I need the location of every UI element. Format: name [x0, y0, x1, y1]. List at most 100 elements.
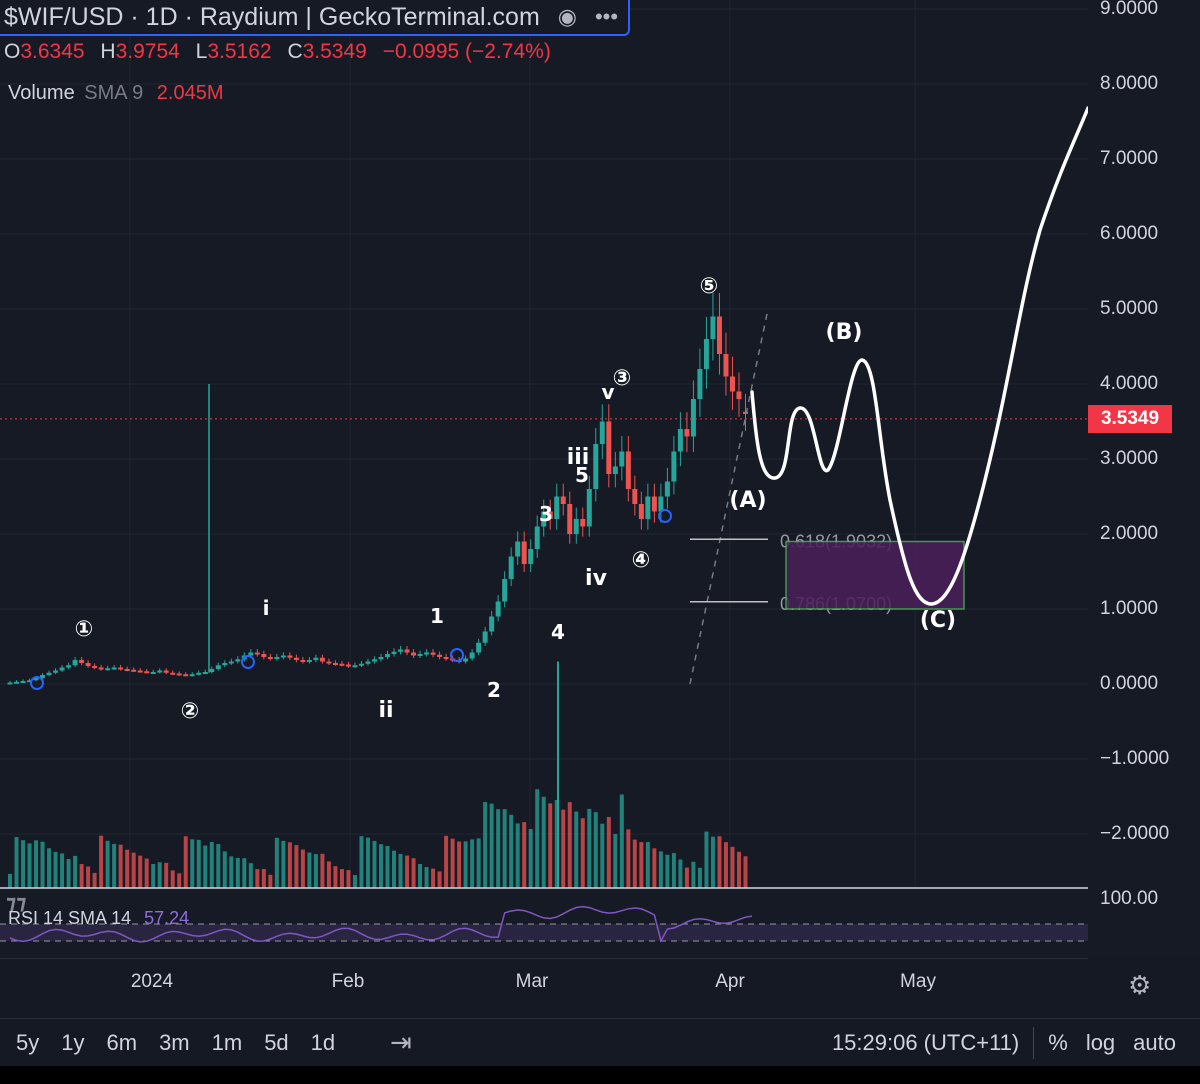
volume-bar	[600, 823, 605, 888]
candle-body	[254, 652, 260, 655]
candle-body	[437, 654, 443, 657]
candle-body	[612, 466, 618, 474]
range-button-5y[interactable]: 5y	[16, 1030, 40, 1055]
volume-bar	[248, 863, 253, 888]
candle-body	[215, 665, 221, 669]
volume-legend[interactable]: Volume SMA 9 2.045M	[8, 82, 223, 105]
candle-body	[53, 670, 59, 673]
candle-body	[137, 670, 143, 673]
candle-body	[554, 496, 560, 519]
wave-label: i	[263, 596, 270, 620]
price-tick-label: 0.0000	[1100, 673, 1159, 694]
volume-bar	[66, 859, 71, 888]
volume-bar	[619, 794, 624, 888]
gear-icon[interactable]: ⚙	[1128, 970, 1152, 1000]
rsi-band	[0, 924, 1088, 941]
volume-bar	[704, 831, 709, 888]
percent-button[interactable]: %	[1048, 1030, 1068, 1055]
candle-body	[560, 496, 566, 504]
price-axis[interactable]: 9.0000 8.0000 7.0000 6.0000 5.0000 4.0000 3.00…	[1088, 0, 1200, 958]
volume-bar	[489, 803, 494, 888]
time-tick-label: May	[900, 971, 936, 992]
candle-body	[176, 673, 182, 676]
rsi-legend[interactable]: RSI 14 SMA 14 57.24	[8, 908, 189, 929]
pivot-marker	[450, 648, 464, 662]
candle-body	[189, 674, 195, 677]
clock-label[interactable]: 15:29:06 (UTC+11)	[831, 1030, 1020, 1055]
rsi-label: RSI	[8, 908, 39, 928]
price-tick-label: 2.0000	[1100, 523, 1159, 544]
candle-body	[196, 672, 202, 675]
target-zone-box	[785, 540, 965, 610]
volume-bar	[574, 811, 579, 888]
range-button-3m[interactable]: 3m	[159, 1030, 190, 1055]
pivot-marker	[241, 655, 255, 669]
candle-body	[697, 369, 703, 399]
volume-bar	[170, 870, 175, 888]
volume-bar	[346, 870, 351, 888]
range-button-1y[interactable]: 1y	[61, 1030, 85, 1055]
volume-bar	[307, 852, 312, 888]
volume-bar	[626, 829, 631, 888]
candle-body	[677, 429, 683, 452]
candle-body	[443, 657, 449, 659]
volume-bar	[567, 802, 572, 888]
volume-bar	[632, 839, 637, 888]
candle-body	[508, 556, 514, 579]
candle-body	[170, 672, 176, 675]
low-label: L	[195, 40, 208, 63]
candle-body	[391, 651, 397, 654]
candle-body	[723, 354, 729, 377]
candle-body	[79, 660, 85, 663]
volume-bar	[431, 868, 436, 888]
volume-bar	[691, 861, 696, 888]
volume-bar	[522, 822, 527, 888]
rsi-sma-label: 14 SMA 14	[43, 908, 132, 928]
candle-body	[658, 496, 664, 512]
candle-body	[339, 663, 345, 666]
volume-bar	[515, 823, 520, 888]
volume-bar	[697, 867, 702, 888]
log-button[interactable]: log	[1085, 1030, 1116, 1055]
volume-bar	[300, 849, 305, 888]
volume-bar	[723, 842, 728, 888]
candle-body	[411, 652, 417, 656]
volume-bar	[411, 858, 416, 888]
more-icon[interactable]: •••	[594, 4, 619, 29]
range-button-1m[interactable]: 1m	[211, 1030, 243, 1055]
auto-button[interactable]: auto	[1133, 1030, 1176, 1055]
candle-body	[664, 481, 670, 497]
change-value: −0.0995 (−2.74%)	[382, 40, 551, 63]
go-to-date-icon[interactable]: ⇥	[390, 1027, 412, 1057]
volume-bar	[548, 803, 553, 888]
candle-body	[105, 668, 111, 671]
rsi-axis-tick: 100.00	[1100, 888, 1159, 909]
chart-title: $WIF/USD · 1D · Raydium | GeckoTerminal.…	[4, 2, 540, 31]
volume-bar	[496, 809, 501, 888]
eye-icon[interactable]: ◉	[557, 4, 577, 29]
candle-body	[98, 667, 104, 670]
volume-bar	[606, 816, 611, 888]
range-buttons: 5y 1y 6m 3m 1m 5d 1d	[0, 1030, 341, 1056]
volume-bar	[255, 869, 260, 888]
range-button-1d[interactable]: 1d	[310, 1030, 336, 1055]
range-button-6m[interactable]: 6m	[106, 1030, 138, 1055]
volume-bar	[99, 835, 104, 888]
candle-body	[638, 504, 644, 519]
volume-bar	[92, 872, 97, 888]
chart-header[interactable]: $WIF/USD · 1D · Raydium | GeckoTerminal.…	[0, 0, 631, 36]
volume-bar	[125, 849, 130, 888]
chart-svg[interactable]: 0.618(1.9032)0.786(1.0700)①②iii12345iiii…	[0, 0, 1088, 958]
chart-plot-area[interactable]: 0.618(1.9032)0.786(1.0700)①②iii12345iiii…	[0, 0, 1088, 958]
wave-label: ④	[632, 548, 651, 573]
range-button-5d[interactable]: 5d	[264, 1030, 289, 1055]
volume-sma-label: SMA 9	[84, 82, 144, 104]
low-value: 3.5162	[207, 40, 272, 63]
volume-bar	[561, 809, 566, 888]
time-axis[interactable]: 2024 Feb Mar Apr May	[0, 958, 1088, 1009]
candle-body	[502, 579, 508, 602]
divider	[1033, 1027, 1035, 1059]
volume-bar	[743, 856, 748, 888]
open-value: 3.6345	[20, 40, 85, 63]
candle-body	[671, 451, 677, 482]
